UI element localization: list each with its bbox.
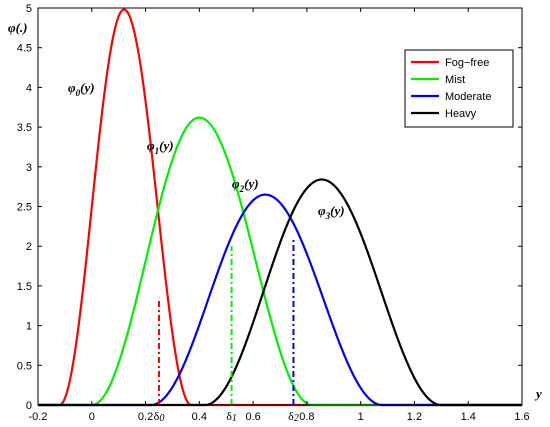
y-tick-label: 4.5 <box>17 43 32 55</box>
x-tick-label: 0.4 <box>192 411 207 423</box>
threshold-label: δ0 <box>154 409 165 424</box>
y-tick-label: 5 <box>26 3 32 15</box>
x-tick-label: 1.2 <box>407 411 422 423</box>
series-line <box>38 178 522 407</box>
x-tick-label: 0.8 <box>299 411 314 423</box>
legend: Fog−free Mist Moderate Heavy <box>404 49 514 128</box>
y-tick-label: 4 <box>26 82 32 94</box>
threshold-label: δ1 <box>226 409 237 424</box>
curve-label: φ1(y) <box>147 138 174 156</box>
curve-label: φ2(y) <box>232 176 259 194</box>
series-line <box>38 116 522 407</box>
x-tick-label: 1.6 <box>514 411 529 423</box>
series-line <box>38 193 522 407</box>
y-tick-label: 2.5 <box>17 202 32 214</box>
curve-label: φ3(y) <box>318 203 345 221</box>
legend-label: Fog−free <box>445 57 489 69</box>
y-tick-label: 0 <box>26 400 32 412</box>
x-tick-label: 0.6 <box>245 411 260 423</box>
y-tick-label: 1.5 <box>17 281 32 293</box>
y-tick-label: 1 <box>26 321 32 333</box>
y-tick-label: 3 <box>26 162 32 174</box>
y-tick-label: 3.5 <box>17 122 32 134</box>
curve-labels: φ0(y) φ1(y) φ2(y) φ3(y) <box>68 80 345 221</box>
x-tick-label: 1 <box>358 411 364 423</box>
x-tick-label: -0.2 <box>29 411 48 423</box>
y-axis-label: φ(.) <box>8 20 28 35</box>
x-tick-label: 1.4 <box>461 411 476 423</box>
y-tick-label: 2 <box>26 241 32 253</box>
legend-label: Mist <box>445 74 465 86</box>
x-tick-label: 0 <box>89 411 95 423</box>
x-axis-label: y <box>534 386 542 401</box>
legend-label: Heavy <box>445 108 477 120</box>
legend-label: Moderate <box>445 91 491 103</box>
curve-label: φ0(y) <box>68 80 95 98</box>
x-tick-label: 0.2 <box>138 411 153 423</box>
threshold-label: δ2 <box>288 409 299 424</box>
ticks: -0.2 0 0.2 0.4 0.6 0.8 1 1.2 1.4 1.600.511.522.53… <box>17 3 530 423</box>
y-tick-label: 0.5 <box>17 360 32 372</box>
plot-thresholds: δ0 δ1 δ2 <box>154 238 299 424</box>
